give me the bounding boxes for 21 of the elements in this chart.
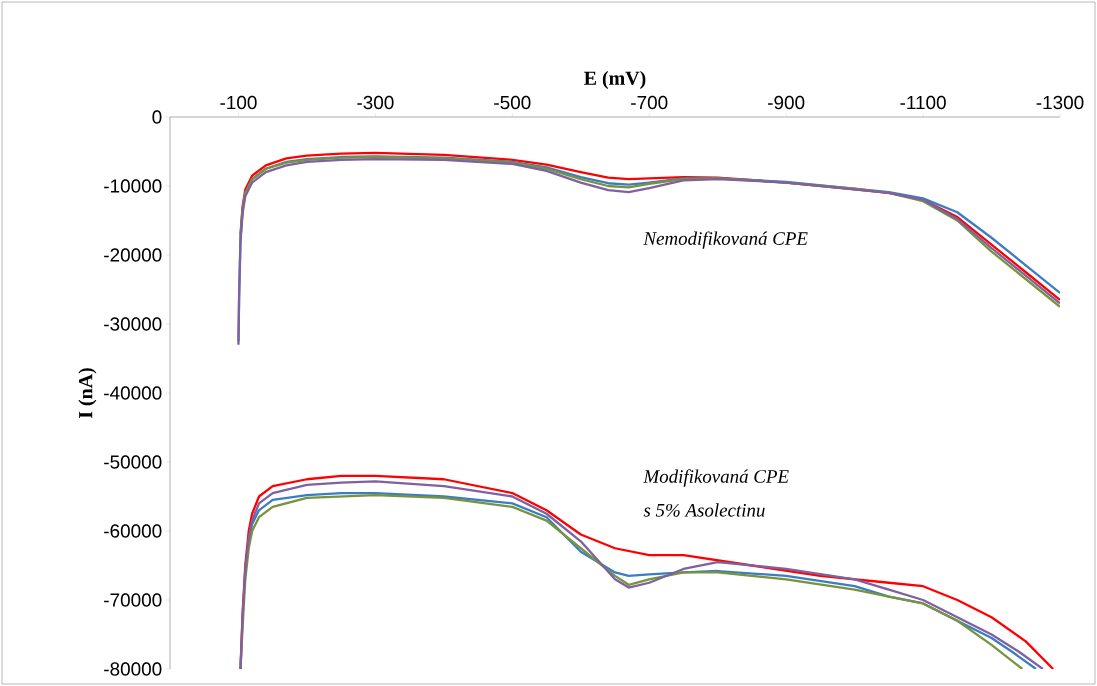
y-tick-label: 0 [152,110,162,124]
x-tick-label: -1300 [1036,95,1084,110]
x-tick-label: -300 [357,95,394,110]
y-tick-label: -20000 [104,248,162,262]
x-tick-label: -500 [494,95,531,110]
y-tick-label: -30000 [104,317,162,331]
annotation: Modifikovaná CPE [643,469,789,487]
x-tick-label: -700 [631,95,668,110]
y-tick-label: -60000 [104,524,162,538]
x-tick-label: -1100 [900,95,946,110]
annotation: s 5% Asolectinu [643,503,765,517]
x-axis-title: E (mV) [584,70,646,89]
x-tick-label: -100 [220,95,257,110]
x-tick-label: -900 [768,95,805,110]
y-tick-label: -40000 [104,386,162,400]
y-tick-label: -10000 [104,179,162,193]
y-tick-label: -70000 [104,593,162,607]
y-tick-label: -80000 [104,662,162,676]
annotation: Nemodifikovaná CPE [643,231,808,249]
y-axis-title: I (nA) [78,368,97,419]
y-tick-label: -50000 [104,455,162,469]
